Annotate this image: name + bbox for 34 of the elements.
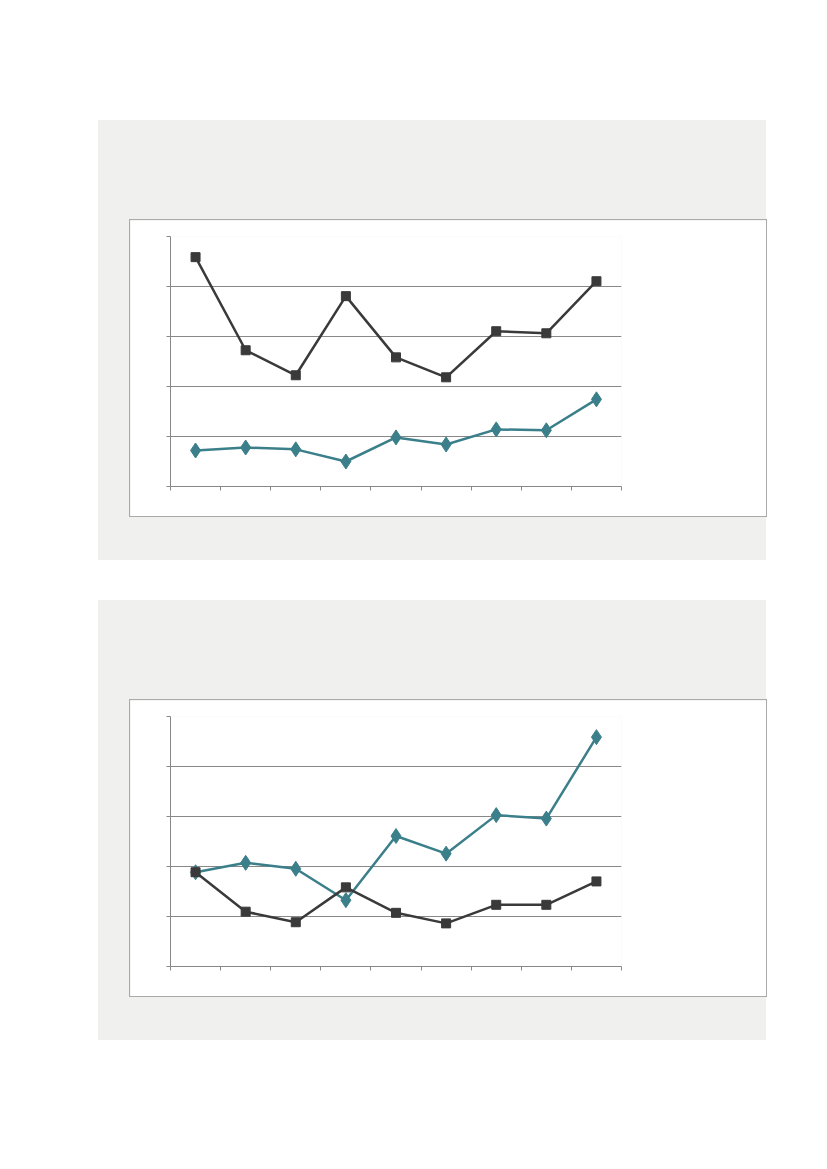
point xyxy=(290,860,302,877)
point xyxy=(340,453,352,470)
point xyxy=(340,882,351,893)
point xyxy=(441,372,452,383)
point xyxy=(290,917,301,928)
point xyxy=(190,442,202,459)
point xyxy=(340,892,352,909)
point xyxy=(391,352,401,363)
point xyxy=(290,441,302,458)
point xyxy=(340,291,351,302)
point xyxy=(491,326,502,337)
point xyxy=(541,899,552,910)
point xyxy=(590,391,602,408)
point xyxy=(591,276,602,287)
point xyxy=(240,439,252,456)
point xyxy=(240,854,252,871)
point xyxy=(540,810,552,827)
point xyxy=(490,807,502,824)
point xyxy=(390,429,402,446)
point xyxy=(391,907,401,918)
point xyxy=(290,370,301,381)
point xyxy=(490,421,502,438)
point xyxy=(540,422,552,439)
point xyxy=(441,918,452,929)
point xyxy=(390,828,402,844)
point xyxy=(190,252,201,263)
point xyxy=(240,906,251,917)
point xyxy=(240,345,251,356)
point xyxy=(440,436,452,453)
point xyxy=(491,899,502,910)
point xyxy=(541,328,552,339)
point xyxy=(590,729,602,746)
point xyxy=(591,876,602,887)
point xyxy=(440,845,452,862)
